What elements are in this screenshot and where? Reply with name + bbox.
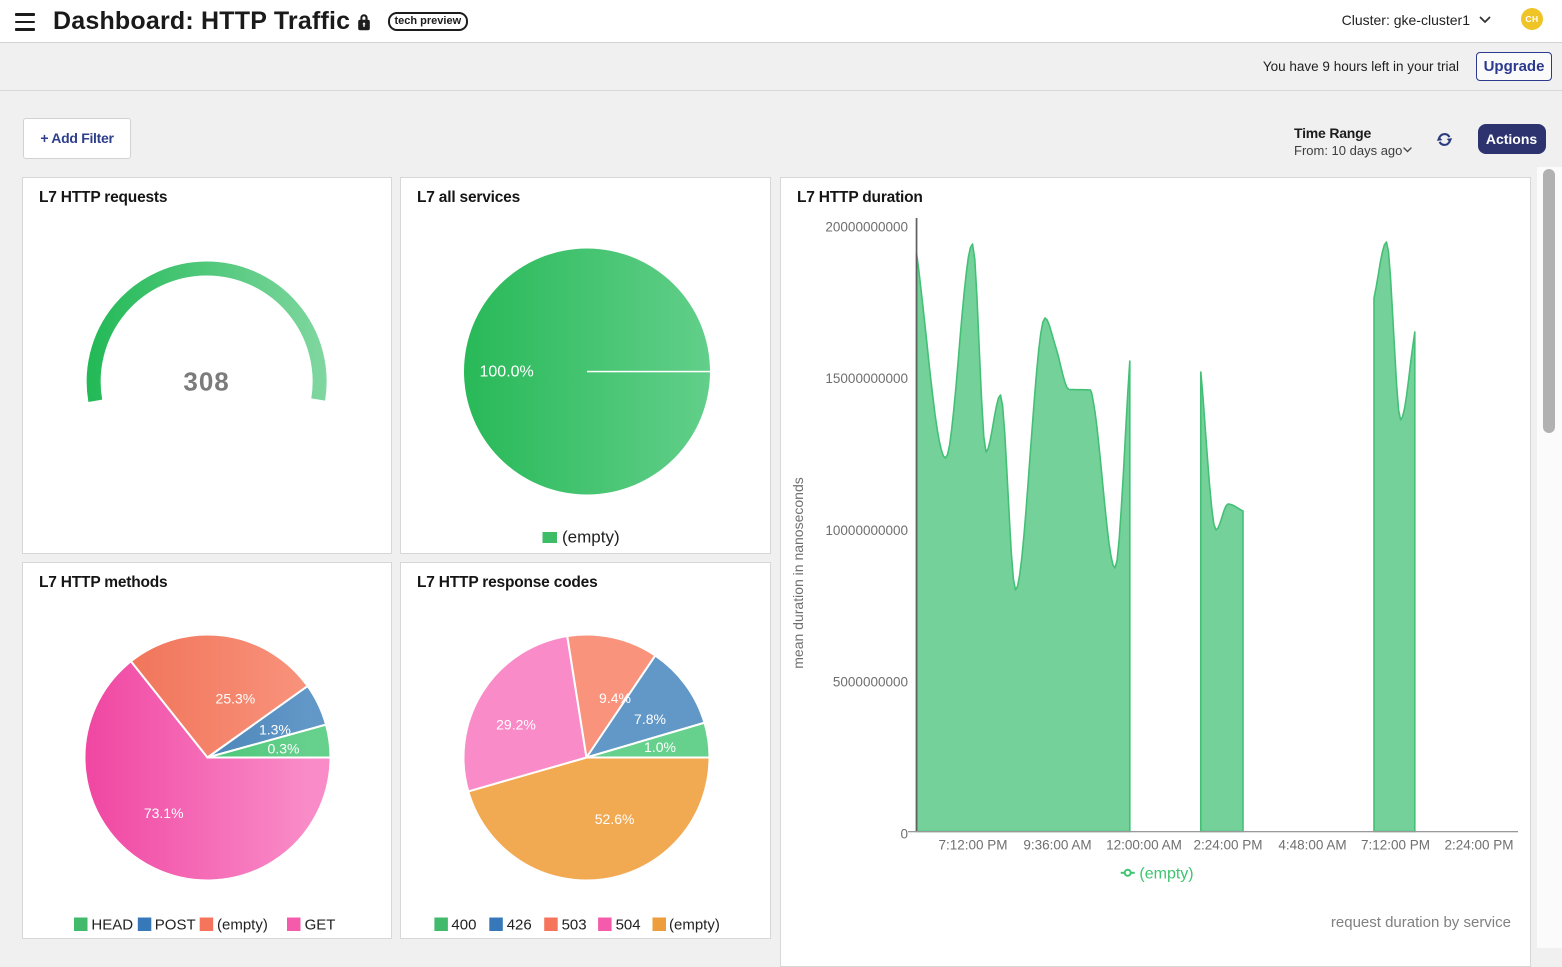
svg-text:503: 503 xyxy=(562,917,587,934)
svg-text:15000000000: 15000000000 xyxy=(825,371,908,386)
svg-text:100.0%: 100.0% xyxy=(480,363,534,380)
svg-text:29.2%: 29.2% xyxy=(496,717,536,733)
svg-text:(empty): (empty) xyxy=(669,917,720,934)
svg-text:POST: POST xyxy=(155,917,196,934)
svg-text:7:12:00 PM: 7:12:00 PM xyxy=(938,838,1007,853)
svg-text:308: 308 xyxy=(183,367,229,397)
svg-text:10000000000: 10000000000 xyxy=(825,523,908,538)
svg-text:9:36:00 AM: 9:36:00 AM xyxy=(1023,838,1091,853)
svg-text:9.4%: 9.4% xyxy=(599,690,631,706)
svg-text:0: 0 xyxy=(900,826,908,841)
svg-text:1.0%: 1.0% xyxy=(644,739,676,755)
svg-text:(empty): (empty) xyxy=(562,528,620,547)
svg-text:7:12:00 PM: 7:12:00 PM xyxy=(1361,838,1430,853)
svg-text:GET: GET xyxy=(305,917,336,934)
svg-text:4:48:00 AM: 4:48:00 AM xyxy=(1278,838,1346,853)
svg-text:7.8%: 7.8% xyxy=(634,711,666,727)
svg-text:12:00:00 AM: 12:00:00 AM xyxy=(1106,838,1182,853)
svg-text:HEAD: HEAD xyxy=(91,917,133,934)
svg-text:504: 504 xyxy=(616,917,641,934)
svg-text:25.3%: 25.3% xyxy=(216,691,256,707)
svg-text:(empty): (empty) xyxy=(1139,865,1193,882)
svg-text:20000000000: 20000000000 xyxy=(825,220,908,235)
svg-text:2:24:00 PM: 2:24:00 PM xyxy=(1193,838,1262,853)
svg-text:request duration by service: request duration by service xyxy=(1331,914,1511,931)
svg-text:1.3%: 1.3% xyxy=(259,721,291,737)
svg-text:52.6%: 52.6% xyxy=(595,811,635,827)
svg-text:2:24:00 PM: 2:24:00 PM xyxy=(1444,838,1513,853)
svg-text:426: 426 xyxy=(507,917,532,934)
svg-text:73.1%: 73.1% xyxy=(144,805,184,821)
svg-text:5000000000: 5000000000 xyxy=(833,675,908,690)
svg-text:(empty): (empty) xyxy=(217,917,268,934)
svg-text:400: 400 xyxy=(451,917,476,934)
svg-text:0.3%: 0.3% xyxy=(268,741,300,757)
svg-text:mean duration in nanoseconds: mean duration in nanoseconds xyxy=(790,477,806,668)
